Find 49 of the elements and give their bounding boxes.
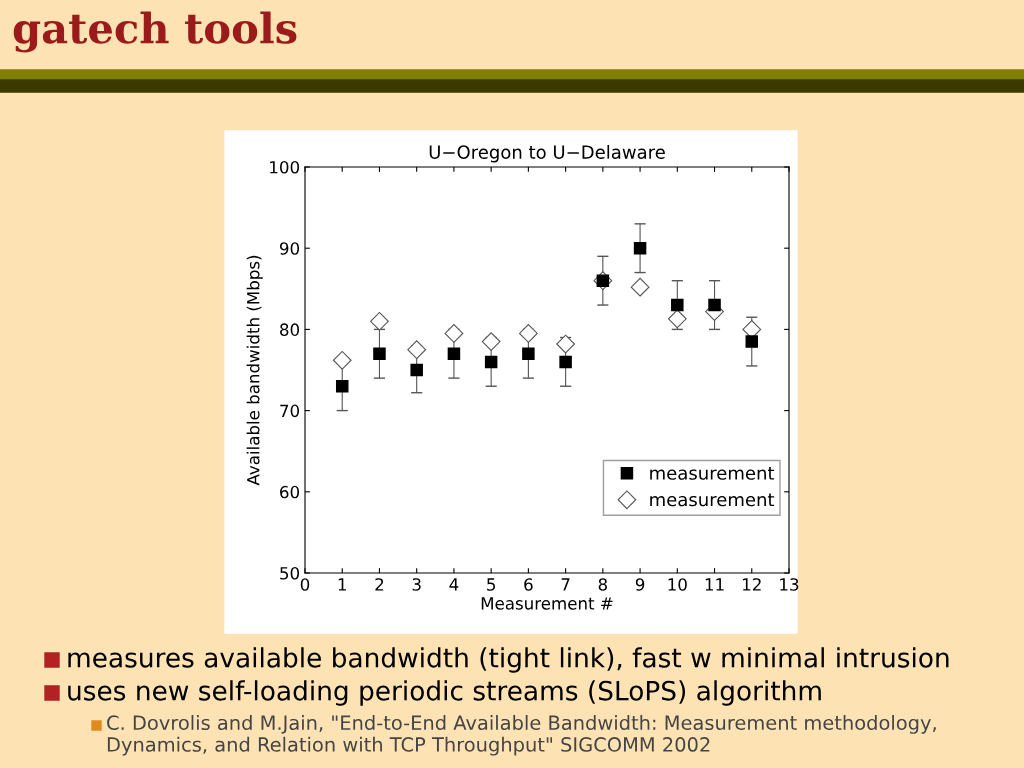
y-tick-label: 50 — [280, 566, 300, 580]
text: uses new self-loading periodic streams (SLoPS) algorithm — [68, 680, 821, 706]
text: gatech tools — [13, 11, 297, 53]
point — [370, 311, 389, 331]
x-tick-label: 7 — [561, 578, 570, 591]
text: measures available bandwidth (tight link), fast w minimal intrusion — [68, 647, 949, 673]
x-tick-label: 0 — [300, 578, 310, 591]
point — [444, 324, 464, 343]
point — [671, 298, 684, 312]
point — [556, 334, 576, 354]
point — [373, 347, 386, 361]
x-tick-label: 6 — [524, 578, 533, 591]
x-tick-label: 1 — [338, 578, 346, 591]
point — [447, 347, 461, 361]
point — [410, 363, 423, 377]
point — [335, 379, 349, 393]
point — [745, 335, 759, 348]
point — [522, 347, 535, 361]
x-tick-label: 10 — [668, 578, 687, 591]
y-tick-label: 80 — [280, 323, 300, 336]
point — [407, 340, 427, 360]
text: C. Dovrolis and M.Jain, "End-to-End Available Bandwidth: Measurement methodology, Dynamics, and Relation with TCP Throughput" SIGCOMM 2002 — [107, 715, 936, 756]
legend-label: measurement — [650, 493, 775, 507]
point — [633, 241, 647, 255]
x-tick-label: 11 — [705, 578, 724, 591]
x-tick-label: 8 — [598, 578, 608, 591]
point — [484, 355, 498, 369]
point — [708, 298, 721, 312]
x-tick-label: 12 — [743, 578, 761, 591]
x-tick-label: 3 — [412, 578, 421, 591]
point — [630, 277, 650, 297]
y-tick-label: 90 — [279, 242, 300, 255]
legend-label: measurement — [650, 466, 775, 480]
x-tick-label: 4 — [449, 578, 459, 591]
x-tick-label: 5 — [487, 578, 495, 591]
y-tick-label: 60 — [280, 485, 300, 499]
y-tick-label: 100 — [270, 160, 300, 174]
point — [518, 324, 538, 343]
point — [332, 350, 352, 370]
x-tick-label: 2 — [375, 578, 384, 591]
point — [667, 309, 687, 329]
y-tick-label: 70 — [280, 404, 300, 418]
chart-title: U−Oregon to U−Delaware — [429, 144, 665, 163]
point — [559, 355, 572, 369]
point — [481, 332, 501, 351]
x-tick-label: 13 — [780, 578, 799, 591]
x-axis-title: Measurement # — [481, 597, 613, 610]
x-tick-label: 9 — [635, 578, 645, 591]
y-axis-title: Available bandwidth (Mbps) — [246, 255, 263, 486]
